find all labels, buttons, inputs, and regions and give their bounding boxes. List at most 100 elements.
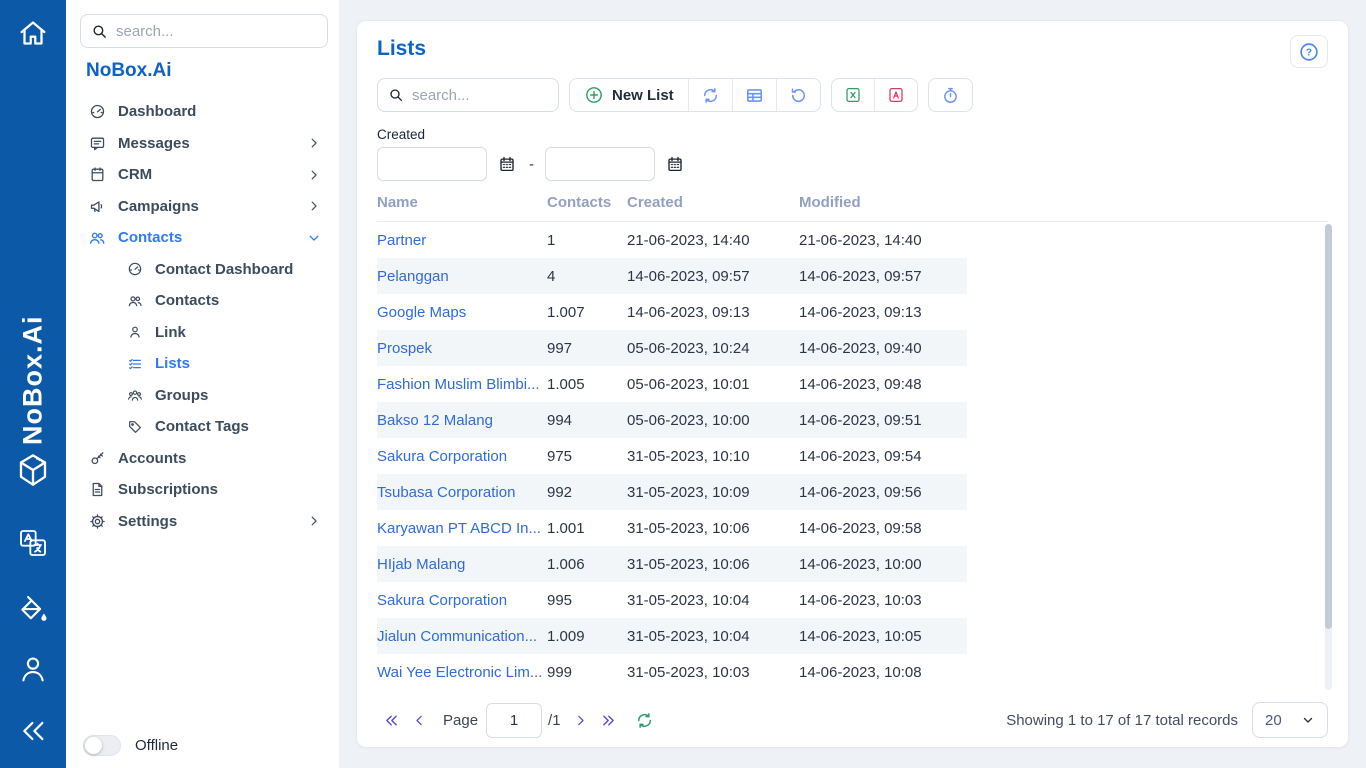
- sidebar-item-messages[interactable]: Messages: [66, 128, 339, 160]
- search-icon: [388, 87, 404, 103]
- first-page-icon[interactable]: [377, 712, 406, 729]
- reload-table-icon[interactable]: [635, 711, 654, 730]
- list-name-link[interactable]: Sakura Corporation: [377, 591, 508, 609]
- sidebar-item-link[interactable]: Link: [66, 317, 339, 349]
- paint-bucket-icon[interactable]: [16, 592, 50, 626]
- brand-vertical-text: NoBox.Ai: [17, 315, 48, 446]
- sidebar-item-lists[interactable]: Lists: [66, 348, 339, 380]
- created-date: 31-05-2023, 10:06: [627, 519, 750, 537]
- sidebar-item-groups[interactable]: Groups: [66, 380, 339, 412]
- calendar-icon[interactable]: [496, 155, 518, 173]
- sidebar-item-contacts[interactable]: Contacts: [66, 222, 339, 254]
- excel-icon: [844, 86, 862, 104]
- table-scrollbar[interactable]: [1325, 224, 1332, 690]
- translate-icon[interactable]: [17, 527, 49, 559]
- modified-date: 14-06-2023, 09:51: [799, 411, 922, 429]
- next-page-icon[interactable]: [567, 713, 594, 728]
- sidebar-item-dashboard[interactable]: Dashboard: [66, 96, 339, 128]
- sidebar-item-crm[interactable]: CRM: [66, 159, 339, 191]
- chat-icon: [88, 134, 106, 152]
- new-list-button[interactable]: New List: [570, 79, 688, 111]
- scrollbar-thumb[interactable]: [1325, 224, 1332, 630]
- modified-date: 14-06-2023, 09:54: [799, 447, 922, 465]
- actions-button-group: New List: [569, 78, 821, 112]
- search-icon: [91, 23, 108, 40]
- list-search-input[interactable]: [412, 86, 548, 104]
- previous-page-icon[interactable]: [406, 713, 433, 728]
- created-filter-row: -: [377, 147, 1328, 181]
- gauge-icon: [88, 103, 106, 121]
- column-header-name[interactable]: Name: [377, 194, 418, 211]
- sidebar-item-settings[interactable]: Settings: [66, 506, 339, 538]
- help-icon: ?: [1298, 41, 1320, 63]
- total-pages: /1: [548, 711, 561, 729]
- table-row: Sakura Corporation 975 31-05-2023, 10:10…: [377, 438, 967, 474]
- list-name-link[interactable]: Karyawan PT ABCD In...: [377, 519, 541, 537]
- user-icon[interactable]: [16, 652, 50, 686]
- modified-date: 14-06-2023, 09:13: [799, 303, 922, 321]
- package-icon[interactable]: [13, 450, 53, 490]
- chevron-right-icon: [307, 199, 321, 213]
- sidebar-search[interactable]: [80, 14, 328, 48]
- icon-rail: NoBox.Ai: [0, 0, 66, 768]
- list-search[interactable]: [377, 78, 559, 112]
- sidebar-item-contact-tags[interactable]: Contact Tags: [66, 411, 339, 443]
- column-header-modified[interactable]: Modified: [799, 194, 861, 211]
- table-row: Fashion Muslim Blimbi... 1.005 05-06-202…: [377, 366, 967, 402]
- table-row: Tsubasa Corporation 992 31-05-2023, 10:0…: [377, 474, 967, 510]
- collapse-sidebar-icon[interactable]: [17, 715, 49, 747]
- calendar-icon[interactable]: [664, 155, 686, 173]
- export-excel-button[interactable]: [832, 79, 874, 111]
- last-page-icon[interactable]: [594, 712, 623, 729]
- table-row: Karyawan PT ABCD In... 1.001 31-05-2023,…: [377, 510, 967, 546]
- schedule-button[interactable]: [929, 79, 972, 111]
- sidebar-item-contacts-sub[interactable]: Contacts: [66, 285, 339, 317]
- modified-date: 14-06-2023, 09:58: [799, 519, 922, 537]
- list-name-link[interactable]: Sakura Corporation: [377, 447, 508, 465]
- brand-name: NoBox.Ai: [86, 60, 172, 81]
- pagination-bar: Page /1 Showing 1 to 17 of 17 total reco…: [377, 700, 1328, 740]
- list-name-link[interactable]: Tsubasa Corporation: [377, 483, 516, 501]
- lists-panel: Lists ? New List: [356, 20, 1349, 748]
- toolbar: New List: [377, 78, 1328, 112]
- list-name-link[interactable]: Pelanggan: [377, 267, 449, 285]
- list-name-link[interactable]: HIjab Malang: [377, 555, 466, 573]
- svg-text:?: ?: [1306, 47, 1312, 58]
- created-to-input[interactable]: [545, 147, 655, 181]
- people-icon: [88, 229, 106, 247]
- list-name-link[interactable]: Prospek: [377, 339, 433, 357]
- created-date: 05-06-2023, 10:01: [627, 375, 750, 393]
- offline-toggle[interactable]: [83, 735, 121, 756]
- list-name-link[interactable]: Partner: [377, 231, 427, 249]
- list-name-link[interactable]: Bakso 12 Malang: [377, 411, 493, 429]
- contacts-count: 995: [547, 591, 573, 609]
- sidebar-search-input[interactable]: [116, 22, 317, 40]
- sidebar-item-campaigns[interactable]: Campaigns: [66, 191, 339, 223]
- sidebar: NoBox.Ai Dashboard Messages CRM Campaign…: [66, 0, 340, 768]
- chevron-right-icon: [307, 136, 321, 150]
- list-name-link[interactable]: Wai Yee Electronic Lim...: [377, 663, 543, 681]
- list-name-link[interactable]: Jialun Communication...: [377, 627, 538, 645]
- export-pdf-button[interactable]: [873, 79, 917, 111]
- pdf-icon: [887, 86, 905, 104]
- sidebar-item-subscriptions[interactable]: Subscriptions: [66, 474, 339, 506]
- undo-button[interactable]: [775, 79, 820, 111]
- created-from-input[interactable]: [377, 147, 487, 181]
- refresh-button[interactable]: [687, 79, 732, 111]
- table-view-button[interactable]: [731, 79, 776, 111]
- sidebar-item-accounts[interactable]: Accounts: [66, 443, 339, 475]
- offline-label: Offline: [135, 737, 179, 754]
- column-header-created[interactable]: Created: [627, 194, 683, 211]
- column-header-contacts[interactable]: Contacts: [547, 194, 612, 211]
- sidebar-item-contact-dashboard[interactable]: Contact Dashboard: [66, 254, 339, 286]
- help-button[interactable]: ?: [1290, 35, 1328, 68]
- home-icon[interactable]: [16, 16, 50, 50]
- page-size-select[interactable]: 20: [1252, 702, 1328, 738]
- people-icon: [127, 293, 143, 309]
- document-icon: [88, 481, 106, 499]
- table-row: Google Maps 1.007 14-06-2023, 09:13 14-0…: [377, 294, 967, 330]
- modified-date: 14-06-2023, 10:08: [799, 663, 922, 681]
- list-name-link[interactable]: Fashion Muslim Blimbi...: [377, 375, 540, 393]
- page-number-input[interactable]: [486, 702, 543, 738]
- list-name-link[interactable]: Google Maps: [377, 303, 467, 321]
